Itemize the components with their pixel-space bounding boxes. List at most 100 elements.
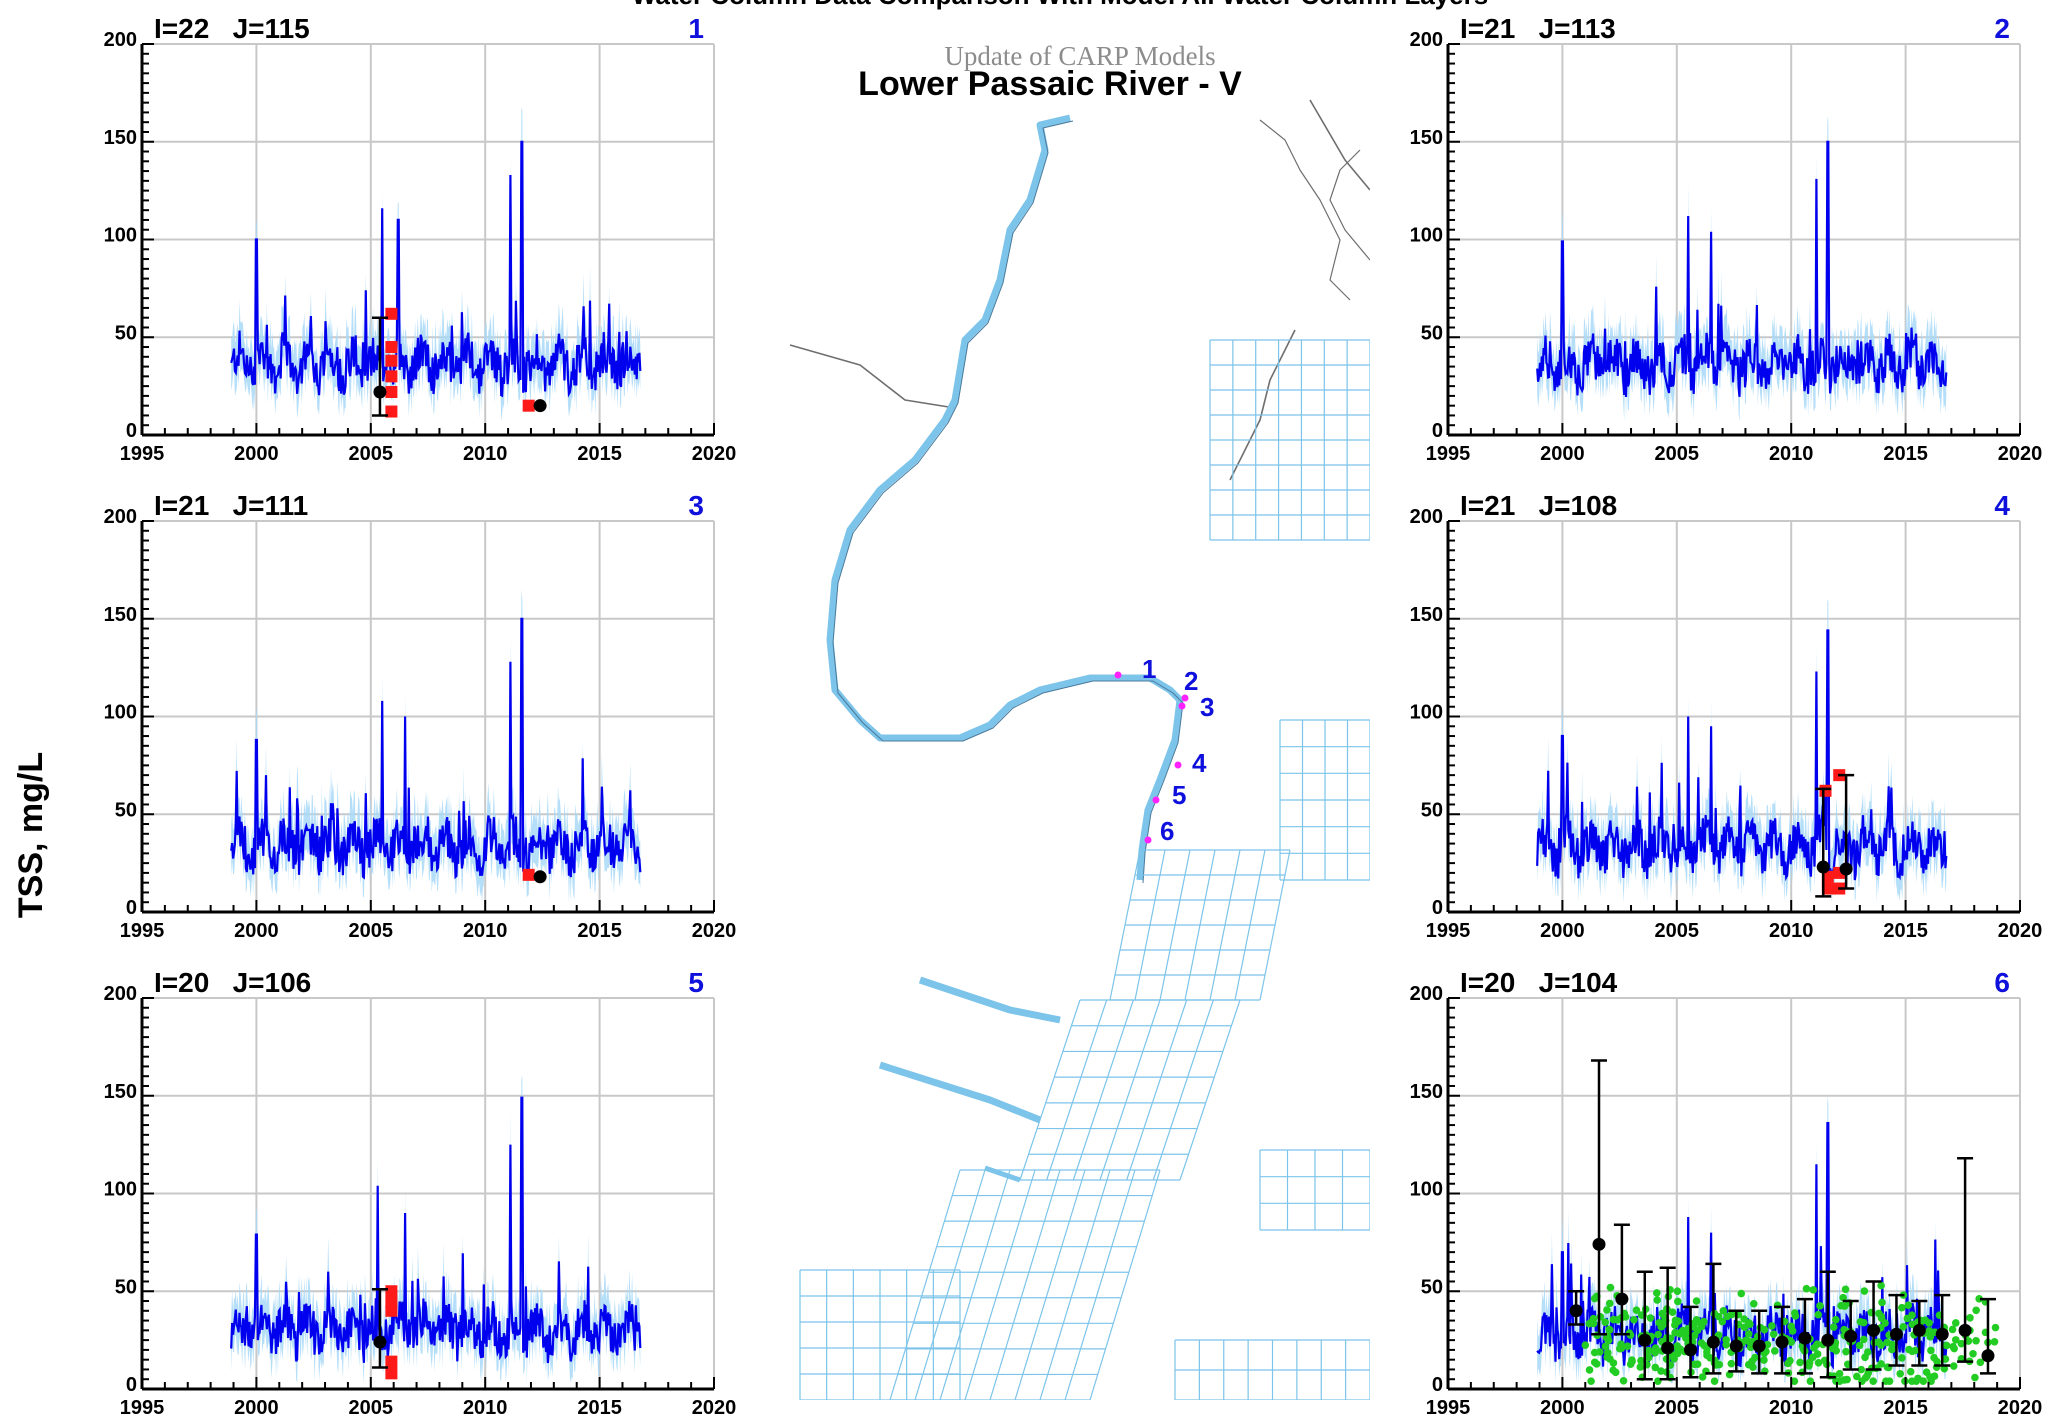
estuary-grid — [914, 1169, 986, 1400]
green-data-point — [1863, 1372, 1871, 1381]
estuary-grid — [964, 1169, 1036, 1400]
station-marker-1 — [1114, 671, 1122, 679]
green-data-point — [1673, 1342, 1681, 1350]
station-markers: 1 23 45 6 — [1114, 654, 1214, 846]
mean-data-point — [1867, 1323, 1881, 1337]
estuary-grid — [1019, 999, 1081, 1181]
green-data-point — [1769, 1330, 1778, 1339]
x-tick-label: 2020 — [1998, 1397, 2043, 1419]
y-tick-label: 100 — [104, 702, 137, 724]
green-data-point — [1749, 1299, 1758, 1308]
green-data-point — [1927, 1346, 1935, 1355]
green-data-point — [1791, 1312, 1800, 1320]
red-data-point — [522, 399, 535, 412]
y-tick-label: 0 — [126, 897, 137, 919]
red-data-point — [385, 370, 398, 383]
station-label-6: 6 — [1160, 816, 1174, 846]
green-data-point — [1676, 1330, 1684, 1338]
green-data-point — [1690, 1331, 1699, 1340]
green-data-point — [1941, 1355, 1950, 1363]
green-data-point — [1832, 1346, 1841, 1355]
green-data-point — [1770, 1347, 1779, 1355]
y-tick-label: 150 — [104, 604, 137, 626]
river-map: Update of CARP Models Lower Passaic Rive… — [789, 41, 1370, 1400]
y-tick-label: 0 — [126, 420, 137, 442]
y-tick-label: 100 — [104, 225, 137, 247]
green-data-point — [1601, 1318, 1610, 1326]
green-data-point — [1908, 1377, 1916, 1385]
mean-data-point — [373, 385, 387, 399]
map-title: Lower Passaic River - V — [858, 65, 1242, 103]
estuary-grid — [1014, 1169, 1086, 1400]
mean-data-point — [1844, 1329, 1858, 1343]
green-data-point — [1592, 1360, 1601, 1368]
green-data-point — [1976, 1358, 1985, 1367]
y-tick-label: 0 — [1432, 1374, 1443, 1396]
x-tick-label: 1995 — [120, 443, 165, 465]
green-data-point — [1806, 1377, 1815, 1385]
x-tick-label: 2005 — [1655, 920, 1700, 942]
panel-title-left: I=22 J=115 — [154, 13, 310, 44]
green-data-point — [1860, 1287, 1869, 1295]
green-data-point — [1859, 1318, 1868, 1327]
green-data-point — [1878, 1298, 1886, 1307]
model-series-line — [230, 140, 642, 398]
panel-title-left: I=21 J=108 — [1460, 490, 1617, 521]
y-tick-label: 200 — [1410, 29, 1443, 51]
green-data-point — [1905, 1345, 1913, 1354]
green-data-point — [1683, 1328, 1691, 1337]
green-data-point — [1653, 1289, 1661, 1297]
green-data-point — [1882, 1377, 1890, 1385]
green-data-point — [1942, 1341, 1951, 1350]
green-data-point — [1692, 1315, 1701, 1324]
x-tick-label: 1995 — [120, 920, 165, 942]
red-data-point — [385, 1367, 398, 1380]
x-tick-label: 2010 — [1769, 443, 1814, 465]
chart-panel-3: 0 50 100 150 200 1995 2000 2005 2010 2015 2020 I=21… — [104, 490, 737, 942]
green-data-point — [1966, 1314, 1974, 1322]
red-data-point — [385, 341, 398, 354]
green-data-point — [1843, 1375, 1851, 1384]
red-data-point — [385, 307, 398, 320]
x-tick-label: 2020 — [692, 1397, 737, 1419]
y-tick-label: 50 — [115, 1276, 137, 1298]
y-tick-label: 150 — [1410, 1081, 1443, 1103]
green-data-point — [1899, 1323, 1908, 1331]
green-data-point — [1840, 1325, 1848, 1334]
green-data-point — [1654, 1330, 1662, 1339]
green-data-point — [1933, 1357, 1941, 1366]
chart-panel-1: 0 50 100 150 200 1995 2000 2005 2010 2015 2020 I=22… — [104, 13, 737, 465]
x-tick-label: 2010 — [1769, 920, 1814, 942]
green-data-point — [1744, 1330, 1753, 1338]
green-data-point — [1760, 1325, 1769, 1334]
green-data-point — [1632, 1306, 1641, 1314]
y-tick-label: 50 — [115, 799, 137, 821]
green-data-point — [1829, 1323, 1838, 1331]
y-tick-label: 100 — [1410, 702, 1443, 724]
green-data-point — [1737, 1289, 1746, 1298]
chart-panel-6: 0 50 100 150 200 1995 2000 2005 2010 2015 2020 I=20… — [1410, 967, 2043, 1419]
x-tick-label: 1995 — [120, 1397, 165, 1419]
estuary-grid — [1089, 1169, 1161, 1400]
x-tick-label: 2020 — [692, 920, 737, 942]
mean-data-point — [533, 870, 547, 884]
mean-data-point — [1638, 1333, 1652, 1347]
green-data-point — [1746, 1343, 1755, 1352]
green-data-point — [1949, 1362, 1958, 1370]
side-channel — [918, 976, 1061, 1024]
chart-panel-4: 0 50 100 150 200 1995 2000 2005 2010 2015 2020 I=21… — [1410, 490, 2043, 942]
estuary-grid — [1179, 999, 1241, 1181]
green-data-point — [1883, 1338, 1891, 1347]
green-data-point — [1621, 1313, 1630, 1321]
green-data-point — [1723, 1312, 1732, 1321]
green-data-point — [1653, 1296, 1662, 1304]
y-tick-label: 150 — [1410, 604, 1443, 626]
green-data-point — [1859, 1335, 1868, 1344]
x-tick-label: 2005 — [1655, 443, 1700, 465]
station-marker-3 — [1178, 702, 1186, 710]
green-data-point — [1645, 1346, 1653, 1355]
green-data-point — [1926, 1333, 1935, 1341]
y-tick-label: 0 — [126, 1374, 137, 1396]
y-tick-label: 150 — [104, 127, 137, 149]
green-data-point — [1657, 1367, 1665, 1375]
